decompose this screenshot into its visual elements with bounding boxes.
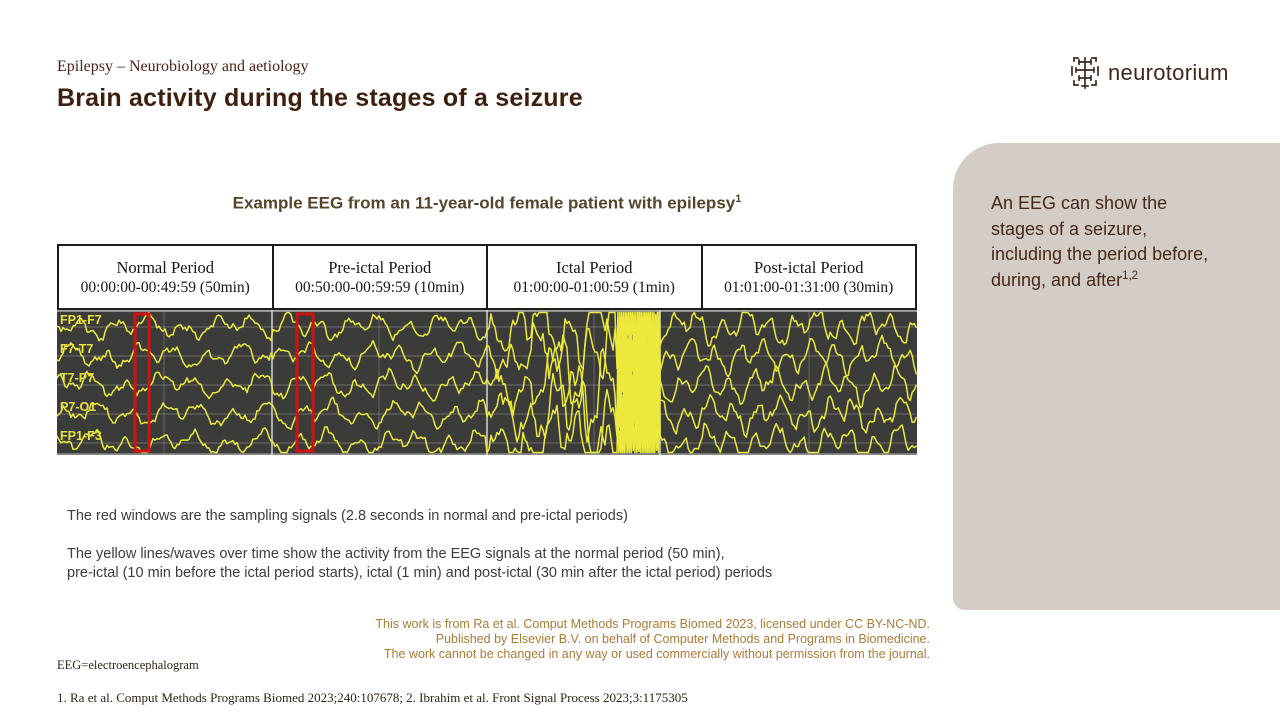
brain-circuit-icon — [1071, 57, 1099, 89]
attribution-line: The work cannot be changed in any way or… — [383, 647, 930, 661]
breadcrumb: Epilepsy – Neurobiology and aetiology — [57, 58, 309, 75]
period-label: Post-ictal Period — [753, 257, 864, 277]
eeg-channel-label: P7-O1 — [60, 400, 96, 414]
eeg-trace-FP1-F3 — [56, 379, 917, 454]
eeg-channel-label: FP1-F7 — [60, 313, 102, 327]
references: 1. Ra et al. Comput Methods Programs Bio… — [57, 690, 688, 705]
eeg-trace-T7-P7 — [56, 321, 917, 449]
key-message-text: An EEG can show the stages of a seizure,… — [991, 191, 1252, 294]
period-time: 00:50:00-00:59:59 (10min) — [295, 278, 465, 296]
key-message-citation: 1,2 — [1122, 270, 1139, 283]
logo-wordmark: neurotorium — [1108, 60, 1229, 85]
eeg-channel-label: FP1-F3 — [60, 429, 102, 443]
eeg-trace-P7-O1 — [56, 353, 917, 454]
caption-line: pre-ictal (10 min before the ictal perio… — [67, 565, 773, 582]
period-label: Pre-ictal Period — [328, 257, 432, 277]
figure-heading: Example EEG from an 11-year-old female p… — [232, 193, 742, 213]
caption-red-windows: The red windows are the sampling signals… — [67, 508, 628, 524]
sampling-window-normal — [133, 312, 151, 453]
caption-line: The yellow lines/waves over time show th… — [67, 546, 725, 562]
eeg-plot: FP1-F7 F7-T7 T7-P7 P7-O1 FP1-F3 — [56, 310, 917, 455]
eeg-trace-FP1-F7 — [56, 311, 917, 391]
key-message-line: An EEG can show the — [991, 193, 1168, 213]
period-time: 01:00:00-01:00:59 (1min) — [513, 278, 675, 296]
period-label: Normal Period — [116, 257, 215, 277]
period-time: 00:00:00-00:49:59 (50min) — [80, 278, 250, 296]
eeg-period-table: Normal Period 00:00:00-00:49:59 (50min) … — [57, 244, 917, 310]
period-cell-postictal: Post-ictal Period 01:01:00-01:31:00 (30m… — [703, 246, 916, 308]
eeg-channel-label: F7-T7 — [60, 342, 93, 356]
period-cell-normal: Normal Period 00:00:00-00:49:59 (50min) — [59, 246, 274, 308]
period-cell-preictal: Pre-ictal Period 00:50:00-00:59:59 (10mi… — [274, 246, 488, 308]
attribution-line: This work is from Ra et al. Comput Metho… — [375, 617, 930, 631]
attribution-line: Published by Elsevier B.V. on behalf of … — [435, 632, 930, 646]
key-message-panel: An EEG can show the stages of a seizure,… — [953, 143, 1280, 610]
sampling-window-pre-ictal — [295, 312, 315, 453]
eeg-trace-F7-T7 — [56, 311, 917, 421]
key-message-line: during, and after1,2 — [991, 270, 1139, 291]
key-message-line: including the period before, — [991, 244, 1209, 265]
page-title: Brain activity during the stages of a se… — [57, 84, 583, 112]
period-time: 01:01:00-01:31:00 (30min) — [724, 278, 894, 296]
license-attribution: This work is from Ra et al. Comput Metho… — [375, 617, 930, 662]
eeg-channel-label: T7-P7 — [60, 371, 94, 385]
figure-heading-citation: 1 — [735, 193, 742, 205]
key-message-line: stages of a seizure, — [991, 218, 1148, 239]
eeg-traces-svg: FP1-F7 F7-T7 T7-P7 P7-O1 FP1-F3 — [56, 310, 917, 455]
abbreviation-footnote: EEG=electroencephalogram — [57, 658, 199, 672]
neurotorium-logo: neurotorium — [1068, 55, 1229, 91]
caption-yellow-lines: The yellow lines/waves over time show th… — [67, 545, 772, 583]
period-cell-ictal: Ictal Period 01:00:00-01:00:59 (1min) — [488, 246, 703, 308]
period-label: Ictal Period — [555, 257, 633, 277]
